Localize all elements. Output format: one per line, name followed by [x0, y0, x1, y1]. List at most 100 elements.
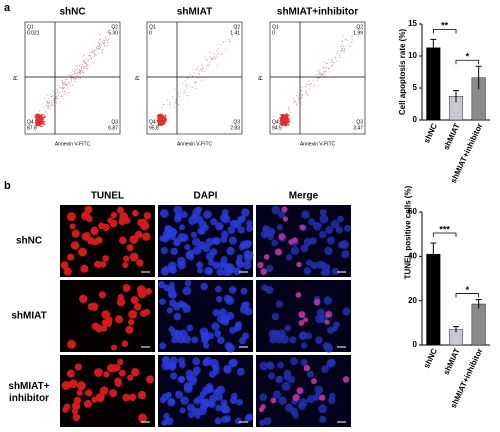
cell [123, 255, 130, 262]
dot [301, 95, 303, 97]
dot [323, 75, 325, 77]
dot [84, 60, 86, 62]
dot [165, 118, 167, 120]
dot [216, 55, 218, 57]
cell [245, 224, 254, 232]
dot [318, 74, 320, 76]
dot [162, 120, 164, 122]
dot [288, 119, 290, 121]
cell [114, 379, 122, 388]
cell [121, 340, 129, 347]
dot [306, 83, 308, 85]
dot [79, 70, 81, 72]
dot [50, 93, 52, 95]
cell [237, 226, 245, 234]
dot [58, 92, 60, 94]
cell [72, 413, 81, 422]
quadrant-value: 87.8 [27, 125, 37, 131]
dot [350, 41, 352, 43]
dot [48, 102, 50, 104]
cell [84, 231, 91, 239]
dot [209, 61, 211, 63]
cell [300, 244, 309, 253]
dot [301, 104, 303, 106]
cell [192, 357, 201, 366]
dot [288, 120, 290, 122]
cell [328, 358, 336, 367]
cell [81, 211, 91, 221]
dot [101, 49, 103, 51]
cell [331, 267, 340, 276]
dot [35, 122, 37, 124]
significance-bracket [432, 28, 457, 34]
dot [47, 94, 49, 96]
x-tick-label: shMIAT [442, 122, 462, 152]
quadrant-value: 1.99 [353, 30, 363, 36]
dot [35, 117, 37, 119]
cell [301, 210, 310, 219]
dot [36, 118, 38, 120]
cell [95, 237, 103, 244]
dot [177, 92, 179, 94]
dot [198, 73, 200, 75]
dot [186, 84, 188, 86]
dot [44, 115, 46, 118]
cell [213, 237, 221, 246]
cell [108, 389, 118, 398]
y-tick-label: 15 [408, 19, 417, 28]
dot [39, 119, 41, 121]
cell [301, 342, 308, 349]
dot [177, 93, 179, 95]
cell [168, 326, 175, 333]
dot [351, 41, 353, 43]
dot [98, 46, 100, 48]
dot [157, 117, 159, 120]
dot [158, 122, 160, 124]
dot [301, 102, 303, 104]
row-label: shNC [16, 236, 42, 247]
dot [288, 109, 290, 111]
cell [170, 247, 178, 256]
cell [234, 417, 242, 425]
dot [100, 38, 102, 40]
dot [229, 40, 231, 42]
dot [79, 71, 81, 73]
cell [188, 216, 198, 226]
cell [214, 330, 222, 338]
dot [326, 62, 328, 64]
dot [103, 44, 105, 46]
cell [316, 308, 325, 317]
cell [192, 407, 201, 416]
quadrant-name: Q4 [272, 119, 279, 125]
cell [67, 253, 75, 261]
dot [348, 45, 350, 47]
dot [74, 73, 76, 75]
dot [319, 71, 321, 73]
dot [107, 38, 109, 40]
cell [173, 205, 183, 215]
cell [295, 292, 302, 298]
cell [326, 236, 335, 245]
cell [172, 302, 181, 311]
cell [314, 385, 324, 395]
significance-label: ** [441, 21, 449, 31]
cell [268, 329, 277, 338]
cell [160, 209, 169, 218]
dot [87, 65, 89, 67]
cell [303, 364, 311, 372]
dot [44, 116, 46, 119]
y-axis-label: TUNEL positive cells (%) [403, 185, 413, 280]
row-label: shMIAT [11, 311, 46, 322]
dot [40, 123, 42, 125]
dot [71, 75, 73, 77]
error-bar [475, 65, 482, 90]
dot [84, 54, 86, 56]
dot [69, 85, 71, 87]
dot [52, 95, 54, 97]
cell [342, 376, 350, 383]
dot [157, 115, 159, 118]
cell [78, 247, 87, 257]
dot [316, 79, 318, 81]
dot [228, 38, 230, 40]
